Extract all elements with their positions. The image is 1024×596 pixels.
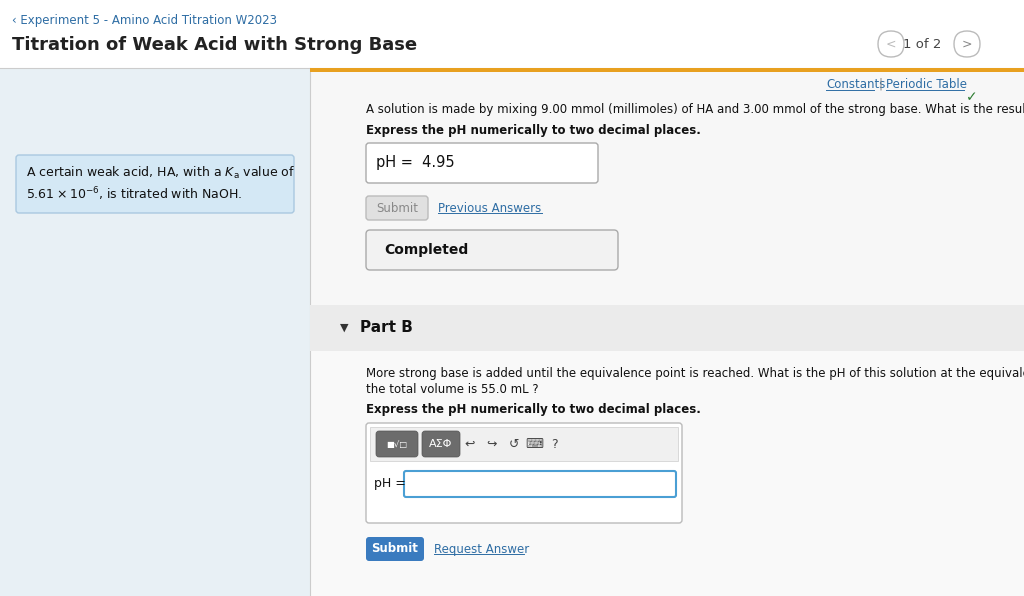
FancyBboxPatch shape	[422, 431, 460, 457]
Text: ■√□: ■√□	[386, 439, 408, 449]
Text: <: <	[886, 38, 896, 51]
FancyBboxPatch shape	[366, 143, 598, 183]
Text: $5.61 \times 10^{-6}$, is titrated with $\mathrm{NaOH}$.: $5.61 \times 10^{-6}$, is titrated with …	[26, 185, 243, 203]
Text: Periodic Table: Periodic Table	[886, 78, 967, 91]
Text: >: >	[962, 38, 972, 51]
Text: ‹ Experiment 5 - Amino Acid Titration W2023: ‹ Experiment 5 - Amino Acid Titration W2…	[12, 14, 278, 27]
Text: ΑΣΦ: ΑΣΦ	[429, 439, 453, 449]
Text: Submit: Submit	[376, 201, 418, 215]
Text: Express the pH numerically to two decimal places.: Express the pH numerically to two decima…	[366, 403, 700, 416]
Text: More strong base is added until the equivalence point is reached. What is the pH: More strong base is added until the equi…	[366, 367, 1024, 380]
Text: pH =: pH =	[374, 477, 406, 491]
Text: A solution is made by mixing 9.00 mmol (millimoles) of HA and 3.00 mmol of the s: A solution is made by mixing 9.00 mmol (…	[366, 103, 1024, 116]
Text: ↺: ↺	[509, 437, 519, 451]
Text: ✓: ✓	[966, 90, 978, 104]
Text: the total volume is 55.0 mL ?: the total volume is 55.0 mL ?	[366, 383, 539, 396]
Bar	[0, 68, 310, 596]
Text: ▼: ▼	[340, 323, 348, 333]
FancyBboxPatch shape	[376, 431, 418, 457]
FancyBboxPatch shape	[366, 423, 682, 523]
Text: Titration of Weak Acid with Strong Base: Titration of Weak Acid with Strong Base	[12, 36, 417, 54]
Text: ?: ?	[551, 437, 557, 451]
Bar	[370, 427, 678, 461]
Text: |: |	[878, 78, 882, 91]
Bar	[310, 68, 1024, 72]
FancyBboxPatch shape	[404, 471, 676, 497]
Text: A certain weak acid, $\mathrm{HA}$, with a $K_\mathrm{a}$ value of: A certain weak acid, $\mathrm{HA}$, with…	[26, 165, 295, 181]
FancyBboxPatch shape	[366, 537, 424, 561]
Text: pH =  4.95: pH = 4.95	[376, 156, 455, 170]
FancyBboxPatch shape	[878, 31, 904, 57]
FancyBboxPatch shape	[954, 31, 980, 57]
Bar	[310, 68, 1024, 596]
Bar	[310, 351, 1024, 596]
Text: ↪: ↪	[486, 437, 498, 451]
Text: Express the pH numerically to two decimal places.: Express the pH numerically to two decima…	[366, 124, 700, 137]
Bar	[0, 0, 1024, 68]
Bar	[310, 305, 1024, 351]
Text: Constants: Constants	[826, 78, 886, 91]
FancyBboxPatch shape	[366, 230, 618, 270]
Text: ↩: ↩	[465, 437, 475, 451]
Text: Submit: Submit	[372, 542, 419, 555]
Text: Request Answer: Request Answer	[434, 542, 529, 555]
Text: Completed: Completed	[384, 243, 468, 257]
Text: ⌨: ⌨	[525, 437, 543, 451]
FancyBboxPatch shape	[16, 155, 294, 213]
Text: Previous Answers: Previous Answers	[438, 201, 542, 215]
Text: Part B: Part B	[360, 321, 413, 336]
Text: 1 of 2: 1 of 2	[903, 38, 941, 51]
FancyBboxPatch shape	[366, 196, 428, 220]
